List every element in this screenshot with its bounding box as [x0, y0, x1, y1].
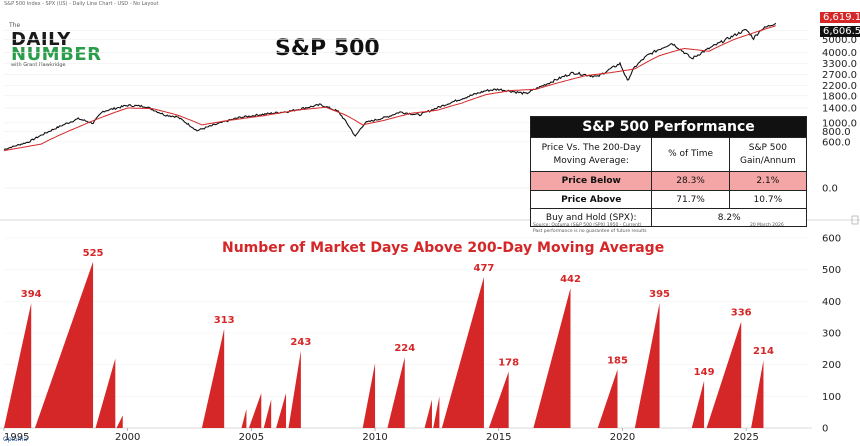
- peak-label: 178: [498, 358, 519, 369]
- histogram-ramp: [241, 409, 247, 428]
- peak-label: 394: [21, 289, 42, 300]
- peak-label: 224: [394, 343, 415, 354]
- performance-note: Past performance is no guarantee of futu…: [533, 229, 647, 234]
- x-tick-label: 2020: [610, 432, 635, 443]
- buy-hold-value: 8.2%: [651, 208, 807, 227]
- histogram-y-axis: 600 500 400 300 200 100 0: [822, 234, 841, 435]
- table-header-pct-time: % of Time: [651, 137, 730, 172]
- histogram-ramp: [433, 396, 440, 428]
- row-pct: 71.7%: [651, 190, 730, 209]
- x-axis: 1995 2000 2005 2010 2015 2020 2025: [0, 427, 812, 443]
- peak-label: 243: [290, 337, 311, 348]
- price-tick-label: 1800.0: [822, 91, 857, 102]
- histogram-tick-label: 500: [822, 265, 841, 276]
- price-tick-label: 2200.0: [822, 81, 857, 92]
- x-tick-label: 2025: [733, 432, 758, 443]
- histogram-ramp: [263, 399, 272, 428]
- peak-label: 442: [560, 274, 581, 285]
- histogram-ramp: [441, 276, 484, 428]
- source-note: Source: Optuma (S&P 500 (SPX) 1950 - Cur…: [533, 223, 642, 228]
- performance-table: S&P 500 Performance Price Vs. The 200-Da…: [529, 116, 808, 227]
- price-lines: [3, 22, 777, 152]
- histogram-ramp: [424, 399, 432, 428]
- histogram-ramp: [34, 261, 94, 428]
- table-title: S&P 500 Performance: [530, 116, 807, 138]
- histogram-ramp: [387, 357, 405, 428]
- last-value-tag: 6,606.5: [820, 26, 860, 37]
- peak-label: 336: [731, 308, 752, 319]
- histogram-tick-label: 600: [822, 234, 841, 245]
- histogram-ramp: [116, 415, 123, 428]
- histogram-ramp: [533, 288, 571, 428]
- logo-the: The: [9, 22, 21, 29]
- date-note: 20 March 2026: [750, 223, 784, 228]
- histogram-ramp: [362, 363, 376, 428]
- histogram-ramp: [597, 369, 618, 428]
- price-tick-label: 4000.0: [822, 48, 857, 59]
- row-gain: 2.1%: [728, 171, 808, 191]
- price-tick-label: 1000.0: [822, 118, 857, 129]
- table-row: Price Below 28.3% 2.1%: [529, 171, 808, 191]
- histogram-tick-label: 200: [822, 360, 841, 371]
- peak-label: 395: [649, 289, 670, 300]
- price-tick-label: 600.0: [822, 137, 851, 148]
- logo-number: NUMBER: [11, 44, 102, 65]
- histogram-ramp: [288, 351, 301, 428]
- histogram-ramp: [634, 302, 660, 428]
- buy-hold-label: Buy and Hold (SPX):: [529, 208, 653, 227]
- table-header-price-vs-ma: Price Vs. The 200-Day Moving Average:: [529, 137, 653, 172]
- peak-label: 185: [607, 355, 628, 366]
- panel-resize-handle: [851, 215, 859, 225]
- histogram-tick-label: 0: [822, 424, 828, 435]
- price-tick-label: 5000.0: [822, 35, 857, 46]
- peak-label: 477: [473, 263, 494, 274]
- histogram-tick-label: 100: [822, 392, 841, 403]
- peak-label: 149: [694, 367, 715, 378]
- price-tick-label: 2700.0: [822, 70, 857, 81]
- table-row: Price Above 71.7% 10.7%: [529, 190, 808, 209]
- peak-label: 525: [83, 248, 104, 259]
- histogram-ramp: [691, 380, 705, 428]
- x-tick-label: 2015: [486, 432, 511, 443]
- price-tick-label: 800.0: [822, 127, 851, 138]
- histogram-ramp: [706, 321, 742, 428]
- histogram-ramp: [276, 393, 287, 428]
- chart-header-caption: S&P 500 Index - SPX (US) - Daily Line Ch…: [4, 1, 159, 7]
- x-tick-label: 2010: [362, 432, 387, 443]
- row-label: Price Below: [529, 171, 653, 191]
- x-tick-label: 2005: [239, 432, 264, 443]
- moving-average-line: [3, 25, 776, 152]
- price-tick-label: 0.0: [822, 183, 838, 194]
- table-header-gain: S&P 500 Gain/Annum: [728, 137, 808, 172]
- histogram-peak-labels: 394 525 313 243 224 477 178 442 185 395 149 336 214: [21, 248, 774, 378]
- logo-subtitle: with Grant Hawkridge: [11, 62, 66, 68]
- row-label: Price Above: [529, 190, 653, 209]
- histogram-ramp: [95, 358, 116, 428]
- histogram-ramp: [248, 393, 262, 428]
- sp500-price-line: [3, 22, 777, 151]
- gridlines: [0, 30, 860, 429]
- high-value-tag: 6,619.1: [820, 12, 860, 23]
- histogram-ramp: [4, 303, 32, 428]
- optuma-brand: Optuma: [3, 436, 28, 443]
- peak-label: 313: [214, 315, 235, 326]
- histogram-title: Number of Market Days Above 200-Day Movi…: [222, 240, 665, 256]
- histogram-ramp: [488, 371, 509, 428]
- row-pct: 28.3%: [651, 171, 730, 191]
- table-row: Buy and Hold (SPX): 8.2%: [529, 208, 807, 227]
- histogram-tick-label: 300: [822, 329, 841, 340]
- histogram-tick-label: 400: [822, 297, 841, 308]
- histogram-bars: [4, 261, 764, 428]
- price-tick-label: 3300.0: [822, 59, 857, 70]
- x-tick-label: 1995: [4, 432, 29, 443]
- price-chart-title: S&P 500: [275, 36, 380, 61]
- price-y-axis: 5800.05000.04000.03300.02700.02200.01800…: [822, 26, 857, 194]
- price-tick-label: 1400.0: [822, 103, 857, 114]
- x-tick-label: 2000: [115, 432, 140, 443]
- peak-label: 214: [753, 346, 774, 357]
- row-gain: 10.7%: [728, 190, 808, 209]
- histogram-ramp: [201, 328, 225, 428]
- histogram-ramp: [751, 360, 764, 428]
